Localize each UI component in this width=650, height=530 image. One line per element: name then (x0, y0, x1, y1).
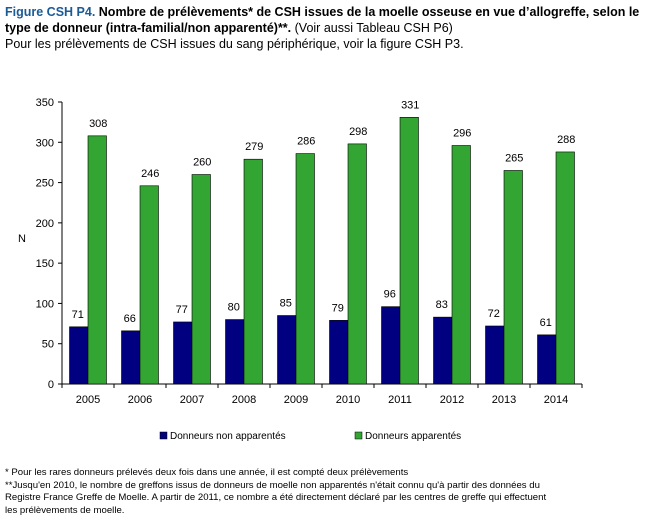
data-label: 71 (72, 309, 84, 321)
data-label: 83 (436, 299, 448, 311)
data-label: 80 (228, 302, 240, 314)
bar-non-apparentes (329, 320, 349, 385)
figure-subtitle: Pour les prélèvements de CSH issues du s… (5, 37, 464, 51)
footnote-line: les prélèvements de moelle. (5, 504, 125, 516)
bar-non-apparentes (537, 334, 557, 385)
x-tick-label: 2006 (128, 394, 152, 406)
data-label: 79 (332, 302, 344, 314)
x-tick-label: 2011 (388, 394, 412, 406)
bar-apparentes (243, 158, 263, 385)
data-label: 85 (280, 298, 292, 310)
y-tick-label: 0 (48, 379, 54, 391)
y-tick-label: 300 (36, 137, 54, 149)
data-label: 96 (384, 289, 396, 301)
x-tick-label: 2009 (284, 394, 308, 406)
y-axis-label: N (18, 233, 26, 245)
data-label: 331 (401, 99, 419, 111)
data-label: 72 (488, 308, 500, 320)
bar-apparentes (87, 135, 107, 385)
bar-apparentes (191, 174, 211, 385)
x-tick-label: 2007 (180, 394, 204, 406)
footnotes: * Pour les rares donneurs prélevés deux … (5, 467, 645, 517)
x-tick-label: 2010 (336, 394, 360, 406)
data-label: 246 (141, 168, 159, 180)
bar-apparentes (555, 151, 575, 385)
data-label: 286 (297, 136, 315, 148)
bar-non-apparentes (121, 330, 141, 385)
bar-non-apparentes (173, 321, 193, 385)
footnote-line: Registre France Greffe de Moelle. A part… (5, 492, 547, 504)
figure-title-block: Figure CSH P4. Nombre de prélèvements* d… (5, 4, 647, 36)
figure-reference: (Voir aussi Tableau CSH P6) (294, 21, 453, 35)
y-tick-label: 250 (36, 178, 54, 190)
bar-apparentes (503, 170, 523, 385)
footnote-line: * Pour les rares donneurs prélevés deux … (5, 467, 409, 478)
data-label: 66 (124, 313, 136, 325)
x-tick-label: 2012 (440, 394, 464, 406)
bar-non-apparentes (277, 315, 297, 385)
y-tick-label: 200 (36, 218, 54, 230)
x-tick-label: 2014 (544, 394, 568, 406)
legend-swatch (354, 431, 363, 440)
x-tick-label: 2013 (492, 394, 516, 406)
y-tick-label: 350 (36, 97, 54, 109)
footnote-line: **Jusqu'en 2010, le nombre de greffons i… (5, 479, 540, 491)
bar-apparentes (139, 185, 159, 385)
data-label: 308 (89, 118, 107, 130)
data-label: 288 (557, 134, 575, 146)
figure-label: Figure CSH P4. (5, 5, 96, 19)
bar-apparentes (295, 153, 315, 385)
bar-non-apparentes (433, 316, 453, 385)
bar-chart: 0 50 100 150 200 250 300 350 N 2005 71 308 2006 66 246… (18, 97, 583, 442)
y-tick-label: 150 (36, 258, 54, 270)
legend-swatch (159, 431, 168, 440)
bar-apparentes (399, 117, 419, 385)
bar-non-apparentes (69, 326, 89, 385)
data-label: 77 (176, 304, 188, 316)
bar-apparentes (347, 143, 367, 385)
figure-title: Nombre de prélèvements* de CSH issues de… (5, 5, 640, 35)
y-tick-label: 100 (36, 298, 54, 310)
bar-non-apparentes (381, 306, 401, 385)
y-tick-label: 50 (42, 339, 54, 351)
data-label: 265 (505, 152, 523, 164)
data-label: 279 (245, 141, 263, 153)
data-label: 298 (349, 126, 367, 138)
legend-label: Donneurs non apparentés (170, 431, 286, 442)
bar-non-apparentes (225, 319, 245, 385)
data-label: 296 (453, 128, 471, 140)
bar-non-apparentes (485, 325, 505, 385)
legend-label: Donneurs apparentés (365, 431, 461, 442)
x-tick-label: 2008 (232, 394, 256, 406)
bar-apparentes (451, 145, 471, 385)
figure-header: Figure CSH P4. Nombre de prélèvements* d… (5, 4, 647, 52)
data-label: 260 (193, 157, 211, 169)
x-tick-label: 2005 (76, 394, 100, 406)
data-label: 61 (540, 317, 552, 329)
